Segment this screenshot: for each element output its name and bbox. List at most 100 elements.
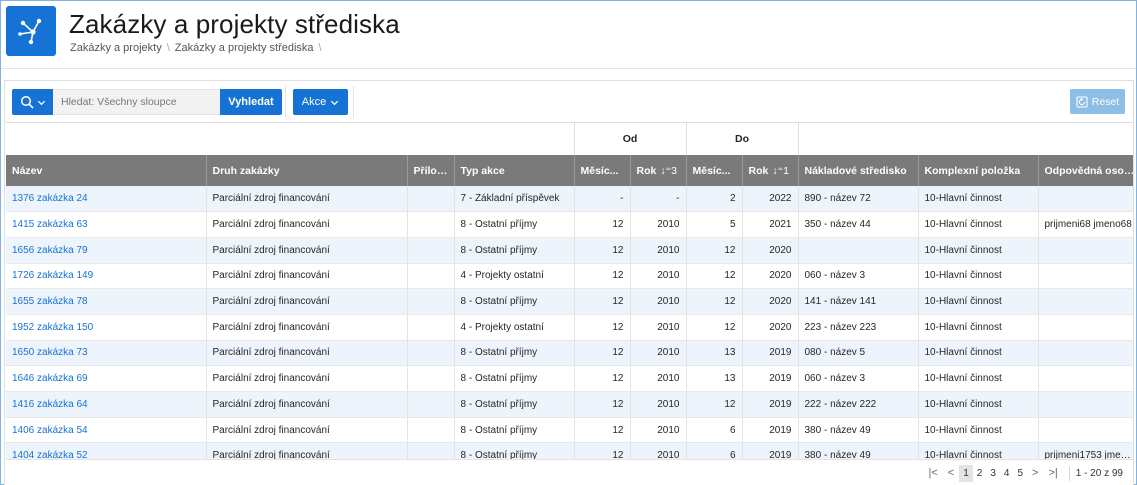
record-link[interactable]: 1726 zakázka 149 (12, 270, 94, 282)
report-table-wrapper: Od Do Název Druh zakázky Příloha Typ akc… (6, 122, 1133, 459)
cell-komplexni-polozka: 10-Hlavní činnost (918, 314, 1039, 341)
table-row: 1404 zakázka 52 Parciální zdroj financová… (6, 442, 1133, 459)
cell-priloha (407, 365, 455, 392)
first-page-icon[interactable]: |< (928, 467, 938, 479)
chevron-down-icon (331, 100, 339, 105)
record-link[interactable]: 1646 zakázka 69 (12, 373, 88, 385)
cell-odpovedna-osoba: prijmeni1753 jmeno1 (1038, 442, 1133, 459)
reset-label: Reset (1091, 95, 1120, 108)
prev-page-icon[interactable]: < (947, 467, 955, 479)
page-number[interactable]: 3 (990, 468, 996, 479)
cell-od-mesic: 12 (574, 417, 631, 444)
cell-komplexni-polozka: 10-Hlavní činnost (918, 391, 1039, 418)
reset-button[interactable]: Reset (1070, 89, 1125, 114)
cell-do-mesic: 6 (686, 442, 743, 459)
cell-do-rok: 2020 (742, 237, 799, 264)
cell-od-rok: 2010 (630, 263, 687, 290)
breadcrumb-item[interactable]: Zakázky a projekty (70, 42, 162, 54)
cell-do-rok: 2019 (742, 340, 799, 367)
cell-do-rok: 2020 (742, 263, 799, 290)
cell-od-rok: 2010 (630, 288, 687, 315)
cell-od-rok: 2010 (630, 442, 687, 459)
cell-od-mesic: - (574, 186, 631, 213)
cell-priloha (407, 340, 455, 367)
record-link[interactable]: 1415 zakázka 63 (12, 219, 88, 231)
cell-odpovedna-osoba: prijmeni68 jmeno68 (1038, 211, 1133, 238)
cell-nazev: 1646 zakázka 69 (6, 365, 207, 392)
search-column-button[interactable] (12, 89, 53, 115)
record-link[interactable]: 1376 zakázka 24 (12, 193, 88, 205)
cell-nazev: 1376 zakázka 24 (6, 186, 207, 213)
record-link[interactable]: 1416 zakázka 64 (12, 398, 88, 410)
next-page-icon[interactable]: > (1032, 467, 1039, 479)
col-header-priloha[interactable]: Příloha (407, 155, 455, 186)
page-number[interactable]: 1 (959, 465, 973, 482)
record-link[interactable]: 1656 zakázka 79 (12, 244, 88, 256)
group-header-od: Od (574, 123, 687, 155)
table-row: 1726 zakázka 149 Parciální zdroj financov… (6, 263, 1133, 290)
col-header-do-rok[interactable]: Rok ↓⁼1 (742, 155, 799, 186)
last-page-icon[interactable]: >| (1048, 467, 1058, 479)
col-header-nazev[interactable]: Název (6, 155, 207, 186)
cell-odpovedna-osoba (1038, 263, 1133, 290)
page-number[interactable]: 4 (1003, 468, 1010, 479)
cell-od-mesic: 12 (574, 340, 631, 367)
pagination-range: 1 - 20 z 99 (1075, 468, 1123, 479)
cell-komplexni-polozka: 10-Hlavní činnost (918, 211, 1039, 238)
record-link[interactable]: 1650 zakázka 73 (12, 347, 88, 359)
cell-komplexni-polozka: 10-Hlavní činnost (918, 417, 1039, 444)
cell-nakladove-stredisko: 141 - název 141 (798, 288, 919, 315)
col-header-nakladove-stredisko[interactable]: Nákladové středisko (798, 155, 919, 186)
group-header-empty (6, 123, 575, 155)
table-row: 1952 zakázka 150 Parciální zdroj financov… (6, 314, 1133, 341)
cell-druh-zakazky: Parciální zdroj financování (206, 263, 408, 290)
col-header-druh-zakazky[interactable]: Druh zakázky (206, 155, 408, 186)
cell-priloha (407, 263, 455, 290)
cell-typ-akce: 8 - Ostatní příjmy (454, 442, 575, 459)
col-header-odpovedna-osoba[interactable]: Odpovědná osoba (1038, 155, 1133, 186)
cell-nakladove-stredisko: 060 - název 3 (798, 263, 919, 290)
record-link[interactable]: 1952 zakázka 150 (12, 321, 94, 333)
cell-do-mesic: 12 (686, 391, 743, 418)
cell-priloha (407, 288, 455, 315)
breadcrumb-item-current: Zakázky a projekty střediska (174, 42, 314, 54)
cell-komplexni-polozka: 10-Hlavní činnost (918, 237, 1039, 264)
record-link[interactable]: 1406 zakázka 54 (12, 424, 88, 436)
col-header-typ-akce[interactable]: Typ akce (454, 155, 575, 186)
cell-odpovedna-osoba (1038, 340, 1133, 367)
col-header-do-mesic[interactable]: Měsíc... (686, 155, 743, 186)
cell-typ-akce: 8 - Ostatní příjmy (454, 237, 575, 264)
cell-komplexni-polozka: 10-Hlavní činnost (918, 263, 1039, 290)
search-button[interactable]: Vyhledat (220, 89, 282, 115)
report-region: Vyhledat Akce Reset Od Do (4, 80, 1134, 485)
cell-do-rok: 2019 (742, 442, 799, 459)
cell-do-mesic: 5 (686, 211, 743, 238)
cell-do-mesic: 12 (686, 314, 743, 341)
record-link[interactable]: 1404 zakázka 52 (12, 450, 88, 459)
cell-do-rok: 2022 (742, 186, 799, 213)
table-row: 1415 zakázka 63 Parciální zdroj financová… (6, 211, 1133, 238)
cell-komplexni-polozka: 10-Hlavní činnost (918, 365, 1039, 392)
cell-do-mesic: 13 (686, 340, 743, 367)
sort-desc-icon: ↓⁼1 (772, 164, 789, 177)
cell-nakladove-stredisko: 080 - název 5 (798, 340, 919, 367)
col-header-od-rok[interactable]: Rok ↓⁼3 (630, 155, 687, 186)
toolbar-divider (353, 86, 354, 118)
cell-priloha (407, 442, 455, 459)
actions-label: Akce (301, 96, 327, 108)
group-header-do: Do (686, 123, 799, 155)
cell-komplexni-polozka: 10-Hlavní činnost (918, 340, 1039, 367)
col-header-komplexni-polozka[interactable]: Komplexní položka (918, 155, 1039, 186)
page-number[interactable]: 2 (976, 468, 983, 479)
actions-menu-button[interactable]: Akce (293, 89, 348, 115)
col-header-od-mesic[interactable]: Měsíc... (574, 155, 631, 186)
cell-nakladove-stredisko: 223 - název 223 (798, 314, 919, 341)
cell-druh-zakazky: Parciální zdroj financování (206, 211, 408, 238)
record-link[interactable]: 1655 zakázka 78 (12, 296, 88, 308)
page-number[interactable]: 5 (1017, 468, 1024, 479)
group-header-empty (798, 123, 1133, 155)
search-input[interactable] (53, 89, 220, 115)
sort-desc-icon: ↓⁼3 (660, 164, 677, 177)
table-row: 1376 zakázka 24 Parciální zdroj financová… (6, 186, 1133, 213)
